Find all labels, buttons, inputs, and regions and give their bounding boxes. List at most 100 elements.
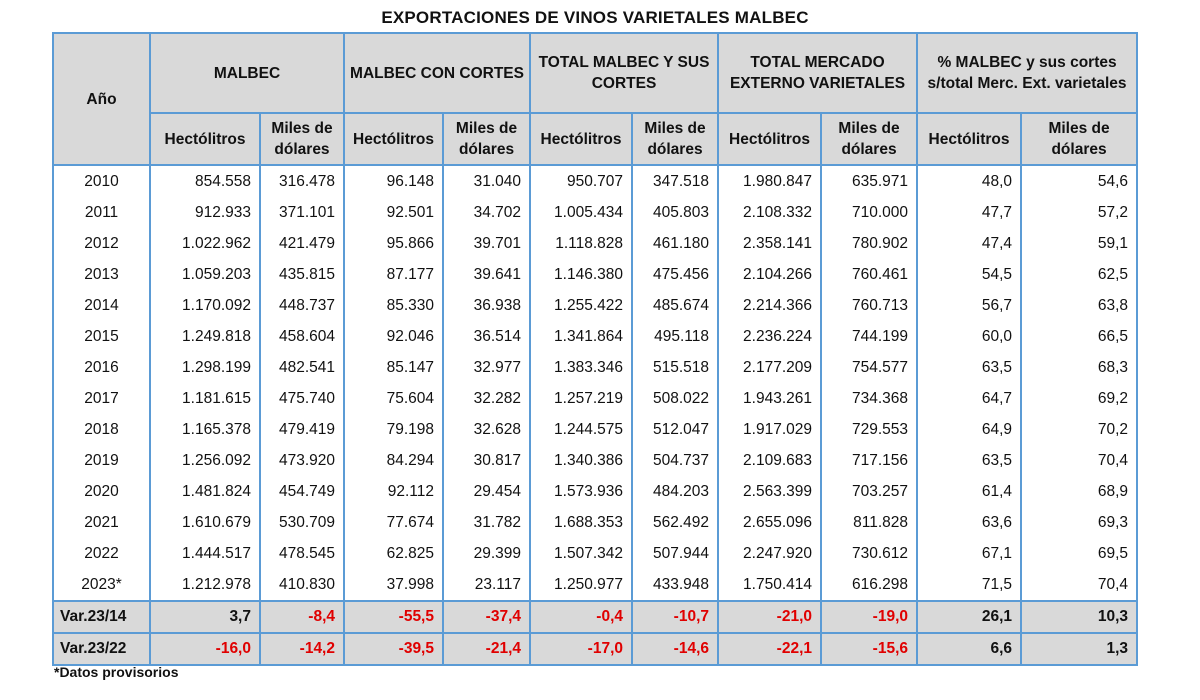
value-cell: 485.674 [631, 290, 720, 321]
value-cell: 421.479 [259, 228, 345, 259]
value-cell: 85.147 [343, 352, 444, 383]
table-row: 2022 1.444.517 478.545 62.825 29.399 1.507.34… [52, 538, 1139, 569]
value-cell: 504.737 [631, 445, 720, 476]
value-cell: 23.117 [441, 569, 532, 602]
value-cell: 730.612 [820, 538, 919, 569]
value-cell: 61,4 [916, 476, 1023, 507]
table-row: 2019 1.256.092 473.920 84.294 30.817 1.340.38… [52, 445, 1139, 476]
year-cell: 2018 [52, 414, 151, 445]
sub-header: Miles de dólares [259, 112, 345, 166]
variation-cell: -17,0 [529, 632, 634, 666]
value-cell: 60,0 [916, 321, 1023, 352]
variation-cell: -10,7 [631, 600, 720, 634]
value-cell: 1.212.978 [149, 569, 261, 602]
variation-cell: 10,3 [1020, 600, 1139, 634]
variation-cell: -39,5 [343, 632, 444, 666]
sub-header: Hectólitros [149, 112, 261, 166]
year-cell: 2014 [52, 290, 151, 321]
table-row: 2020 1.481.824 454.749 92.112 29.454 1.573.93… [52, 476, 1139, 507]
value-cell: 69,2 [1020, 383, 1139, 414]
value-cell: 448.737 [259, 290, 345, 321]
sub-header: Miles de dólares [441, 112, 532, 166]
sub-header: Hectólitros [916, 112, 1023, 166]
year-cell: 2019 [52, 445, 151, 476]
table-title: EXPORTACIONES DE VINOS VARIETALES MALBEC [381, 8, 809, 27]
group-header-total-malbec: TOTAL MALBEC Y SUS CORTES [529, 32, 720, 114]
variation-cell: -14,2 [259, 632, 345, 666]
variation-cell: -16,0 [149, 632, 261, 666]
value-cell: 1.255.422 [529, 290, 634, 321]
table-row: 2023* 1.212.978 410.830 37.998 23.117 1.250.9… [52, 569, 1139, 602]
value-cell: 29.399 [441, 538, 532, 569]
value-cell: 2.236.224 [717, 321, 823, 352]
value-cell: 70,2 [1020, 414, 1139, 445]
value-cell: 92.112 [343, 476, 444, 507]
value-cell: 30.817 [441, 445, 532, 476]
variation-cell: -19,0 [820, 600, 919, 634]
sub-header: Hectólitros [717, 112, 823, 166]
year-cell: 2022 [52, 538, 151, 569]
value-cell: 54,5 [916, 259, 1023, 290]
value-cell: 39.641 [441, 259, 532, 290]
year-cell: 2016 [52, 352, 151, 383]
variation-label: Var.23/22 [52, 632, 151, 666]
value-cell: 2.109.683 [717, 445, 823, 476]
variation-cell: -15,6 [820, 632, 919, 666]
value-cell: 811.828 [820, 507, 919, 538]
value-cell: 1.165.378 [149, 414, 261, 445]
group-header-malbec: MALBEC [149, 32, 345, 114]
value-cell: 854.558 [149, 165, 261, 197]
value-cell: 47,4 [916, 228, 1023, 259]
value-cell: 1.481.824 [149, 476, 261, 507]
value-cell: 67,1 [916, 538, 1023, 569]
variation-cell: -14,6 [631, 632, 720, 666]
variation-cell: -8,4 [259, 600, 345, 634]
value-cell: 64,9 [916, 414, 1023, 445]
value-cell: 744.199 [820, 321, 919, 352]
value-cell: 435.815 [259, 259, 345, 290]
value-cell: 478.545 [259, 538, 345, 569]
value-cell: 63,5 [916, 445, 1023, 476]
value-cell: 31.040 [441, 165, 532, 197]
value-cell: 616.298 [820, 569, 919, 602]
value-cell: 68,3 [1020, 352, 1139, 383]
variation-cell: -37,4 [441, 600, 532, 634]
value-cell: 1.181.615 [149, 383, 261, 414]
value-cell: 57,2 [1020, 197, 1139, 228]
value-cell: 482.541 [259, 352, 345, 383]
value-cell: 96.148 [343, 165, 444, 197]
variation-cell: 3,7 [149, 600, 261, 634]
year-cell: 2017 [52, 383, 151, 414]
value-cell: 2.108.332 [717, 197, 823, 228]
value-cell: 515.518 [631, 352, 720, 383]
value-cell: 63,5 [916, 352, 1023, 383]
value-cell: 1.256.092 [149, 445, 261, 476]
value-cell: 54,6 [1020, 165, 1139, 197]
variation-label: Var.23/14 [52, 600, 151, 634]
value-cell: 347.518 [631, 165, 720, 197]
value-cell: 1.059.203 [149, 259, 261, 290]
value-cell: 64,7 [916, 383, 1023, 414]
value-cell: 47,7 [916, 197, 1023, 228]
sub-header: Miles de dólares [820, 112, 919, 166]
value-cell: 316.478 [259, 165, 345, 197]
value-cell: 1.943.261 [717, 383, 823, 414]
value-cell: 1.340.386 [529, 445, 634, 476]
value-cell: 32.282 [441, 383, 532, 414]
value-cell: 62,5 [1020, 259, 1139, 290]
variation-cell: -0,4 [529, 600, 634, 634]
value-cell: 433.948 [631, 569, 720, 602]
value-cell: 495.118 [631, 321, 720, 352]
value-cell: 2.358.141 [717, 228, 823, 259]
value-cell: 458.604 [259, 321, 345, 352]
value-cell: 70,4 [1020, 569, 1139, 602]
year-cell: 2023* [52, 569, 151, 602]
value-cell: 69,5 [1020, 538, 1139, 569]
value-cell: 507.944 [631, 538, 720, 569]
value-cell: 1.257.219 [529, 383, 634, 414]
value-cell: 1.249.818 [149, 321, 261, 352]
value-cell: 95.866 [343, 228, 444, 259]
value-cell: 92.501 [343, 197, 444, 228]
table-body: 2010 854.558 316.478 96.148 31.040 950.707 347… [52, 165, 1139, 666]
variation-cell: -55,5 [343, 600, 444, 634]
